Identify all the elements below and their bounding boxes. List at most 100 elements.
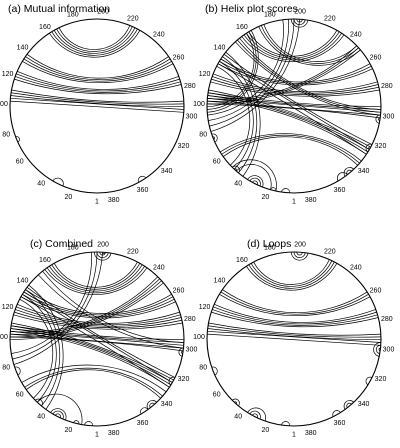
sequence-tick-label: 380: [108, 430, 120, 437]
sequence-tick-label: 20: [65, 427, 73, 434]
sequence-tick-label: 20: [65, 194, 73, 201]
base-pair-arc: [222, 289, 368, 314]
base-pair-arc: [16, 306, 181, 326]
sequence-tick-label: 80: [199, 364, 207, 371]
sequence-tick-label: 160: [39, 257, 51, 264]
hairpin-arc: [375, 344, 381, 354]
sequence-tick-label: 340: [358, 168, 370, 175]
base-pair-arc: [209, 18, 295, 127]
sequence-tick-label: 1: [95, 199, 99, 206]
sequence-tick-label: 260: [173, 288, 185, 295]
panel-title: (d) Loops: [247, 238, 291, 250]
hairpin-arc: [281, 421, 291, 426]
hairpin-arc: [252, 180, 258, 186]
base-pair-arc: [14, 311, 183, 329]
base-pair-arc: [212, 76, 379, 94]
hairpin-arc: [249, 410, 261, 420]
base-pair-arc: [239, 37, 381, 110]
base-pair-arc: [219, 60, 372, 84]
base-pair-arc: [217, 63, 367, 155]
hairpin-arc: [270, 187, 277, 192]
base-pair-arc: [207, 92, 370, 150]
sequence-tick-label: 320: [375, 376, 387, 383]
base-pair-arc: [219, 293, 371, 317]
base-pair-arc: [11, 89, 184, 103]
sequence-tick-label: 100: [193, 334, 205, 341]
base-pair-arc: [210, 81, 380, 97]
hairpin-arc: [168, 376, 176, 386]
base-pair-arc: [236, 164, 272, 190]
hairpin-arc: [212, 136, 215, 140]
hairpin-arc: [252, 413, 258, 419]
base-pair-arc: [14, 78, 182, 95]
hairpin-arc: [247, 175, 264, 188]
sequence-tick-label: 100: [193, 101, 205, 108]
base-pair-arc: [24, 367, 163, 397]
hairpin-arc: [346, 402, 352, 408]
base-pair-arc: [26, 54, 169, 79]
sequence-tick-label: 180: [264, 12, 276, 19]
hairpin-arc: [93, 252, 112, 261]
hairpin-arc: [34, 398, 43, 407]
hairpin-arc: [281, 188, 291, 193]
sequence-tick-label: 200: [97, 9, 109, 16]
hairpin-arc: [211, 133, 218, 143]
base-pair-arc: [10, 325, 173, 383]
base-pair-arc: [17, 70, 179, 90]
hairpin-arc: [378, 347, 381, 352]
hairpin-arc: [378, 117, 381, 121]
base-pair-arc: [53, 27, 136, 54]
panel-b: (b) Helix plot scores1204060801001201401…: [193, 3, 394, 206]
hairpin-arc: [343, 167, 355, 177]
hairpin-arc: [375, 114, 381, 124]
sequence-tick-label: 240: [350, 31, 362, 38]
base-pair-arc: [213, 306, 377, 325]
base-pair-arc: [12, 251, 98, 360]
sequence-tick-label: 260: [370, 288, 382, 295]
sequence-tick-label: 120: [2, 71, 14, 78]
base-pair-arc: [211, 311, 379, 328]
sequence-tick-label: 60: [213, 159, 221, 166]
sequence-tick-label: 320: [375, 143, 387, 150]
base-pair-arc: [56, 26, 133, 52]
sequence-tick-label: 100: [0, 334, 8, 341]
base-pair-arc: [10, 330, 170, 388]
panel-title: (c) Combined: [30, 238, 93, 250]
base-pair-arc: [21, 364, 167, 393]
hairpin-arc: [178, 347, 184, 357]
base-pair-arc: [10, 328, 172, 386]
hairpin-arc: [146, 400, 158, 410]
hairpin-arc: [249, 177, 261, 187]
base-pair-arc: [25, 56, 171, 81]
sequence-tick-label: 220: [127, 16, 139, 23]
base-pair-arc: [207, 95, 369, 153]
hairpin-arc: [296, 19, 303, 23]
hairpin-arc: [181, 350, 184, 354]
base-pair-arc: [53, 261, 138, 288]
base-pair-arc: [258, 26, 361, 66]
sequence-tick-label: 360: [334, 187, 346, 194]
sequence-tick-label: 160: [236, 24, 248, 31]
base-pair-arc: [263, 24, 357, 62]
hairpin-arc: [137, 175, 147, 183]
sequence-tick-label: 340: [358, 401, 370, 408]
sequence-tick-label: 60: [16, 159, 24, 166]
hairpin-arc: [296, 252, 303, 256]
hairpin-arc: [293, 18, 306, 25]
sequence-tick-label: 280: [184, 83, 196, 90]
sequence-tick-label: 120: [2, 304, 14, 311]
base-pair-arc: [207, 45, 357, 100]
sequence-tick-label: 220: [324, 249, 336, 256]
base-pair-arc: [25, 289, 172, 314]
sequence-tick-label: 240: [153, 31, 165, 38]
sequence-tick-label: 180: [264, 245, 276, 252]
sequence-tick-label: 40: [37, 180, 45, 187]
base-pair-arc: [23, 291, 174, 316]
sequence-tick-label: 20: [262, 194, 270, 201]
base-pair-arc: [210, 19, 300, 132]
base-pair-arc: [22, 60, 174, 84]
sequence-tick-label: 360: [137, 420, 149, 427]
base-pair-arc: [207, 325, 381, 338]
sequence-tick-label: 80: [199, 131, 207, 138]
